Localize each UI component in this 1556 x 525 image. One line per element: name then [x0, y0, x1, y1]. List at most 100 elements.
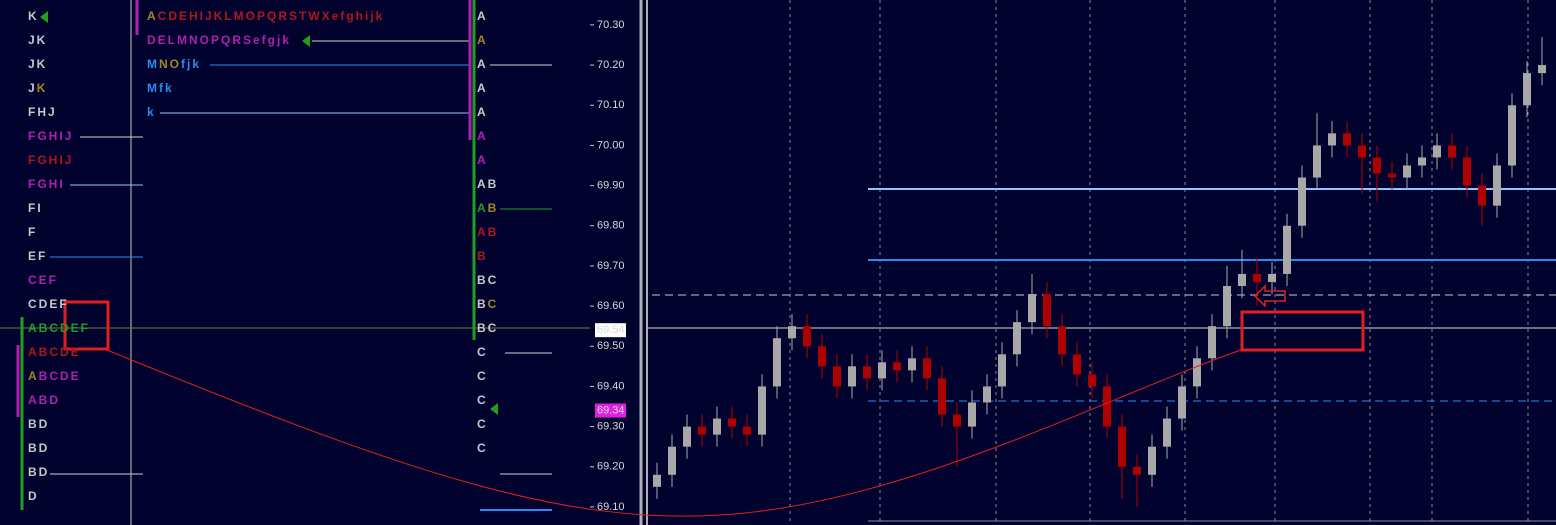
- price-label-box: [595, 323, 626, 338]
- candle-body: [863, 366, 871, 379]
- profile-letters: FHJ: [28, 105, 57, 119]
- profile-letters: A: [477, 9, 488, 23]
- profile-row: BD: [28, 441, 49, 455]
- profile-letters: JK: [28, 57, 47, 71]
- profile-letters: C: [477, 441, 488, 455]
- candle-body: [1073, 354, 1081, 375]
- profile-row: D: [28, 489, 39, 503]
- candle-body: [1298, 177, 1306, 226]
- profile-row: FGHIJ: [28, 129, 73, 143]
- profile-letters: C: [488, 297, 499, 311]
- tick-label: 70.00: [597, 139, 625, 151]
- profile-letters: NO: [159, 57, 181, 71]
- candle-body: [818, 346, 826, 367]
- profile-letters: A: [477, 153, 488, 167]
- candle-body: [1388, 173, 1396, 178]
- tick-label: 69.60: [597, 300, 625, 312]
- profile-row: Mfk: [147, 81, 174, 95]
- candle-body: [1418, 157, 1426, 166]
- profile-letters: F: [28, 225, 37, 239]
- candle-body: [1463, 157, 1471, 186]
- profile-letters: BC: [477, 321, 498, 335]
- profile-row: A: [477, 33, 488, 47]
- candle-body: [653, 474, 661, 487]
- profile-row: AB: [477, 177, 498, 191]
- profile-row: C: [477, 417, 488, 431]
- profile-row: FGHIJ: [28, 153, 73, 167]
- profile-letters: C: [477, 393, 488, 407]
- candle-body: [1343, 133, 1351, 146]
- profile-letters: ABD: [28, 393, 60, 407]
- tick-label: 70.30: [597, 19, 625, 31]
- candle-body: [968, 402, 976, 427]
- candle-body: [713, 418, 721, 435]
- profile-row: EF: [28, 249, 47, 263]
- profile-row: C: [477, 393, 488, 407]
- candle-body: [1493, 165, 1501, 206]
- profile-letters: B: [477, 297, 488, 311]
- candle-body: [1328, 133, 1336, 146]
- candle-body: [848, 366, 856, 387]
- candle-body: [938, 378, 946, 415]
- profile-row: JK: [28, 81, 47, 95]
- profile-letters: D: [28, 489, 39, 503]
- tick-label: 70.20: [597, 59, 625, 71]
- candle-body: [1148, 446, 1156, 475]
- profile-row: A: [477, 81, 488, 95]
- profile-row: JK: [28, 57, 47, 71]
- price-label: 69.34: [597, 404, 625, 416]
- candle-body: [683, 426, 691, 447]
- profile-row: AB: [477, 201, 498, 215]
- profile-letters: AB: [477, 225, 498, 239]
- profile-letters: A: [477, 105, 488, 119]
- profile-letters: A: [477, 81, 488, 95]
- candle-body: [788, 326, 796, 339]
- candle-body: [1268, 273, 1276, 282]
- profile-letters: C: [477, 369, 488, 383]
- tick-label: 70.10: [597, 99, 625, 111]
- profile-row: A: [477, 9, 488, 23]
- price-label: 69.54: [597, 324, 625, 336]
- price-label-box: [595, 403, 626, 418]
- profile-letters: DELMNOPQRSefgjk: [147, 33, 291, 47]
- profile-row: JK: [28, 33, 47, 47]
- candle-body: [1103, 386, 1111, 427]
- candle-body: [1013, 322, 1021, 355]
- profile-row: B: [477, 249, 488, 263]
- profile-letters: fjk: [181, 57, 201, 71]
- profile-row: BC: [477, 273, 498, 287]
- profile-row: CDEF: [28, 297, 69, 311]
- profile-letters: A: [28, 369, 39, 383]
- profile-letters: ABCDE: [28, 345, 81, 359]
- profile-row: k: [147, 105, 156, 119]
- candle-body: [1178, 386, 1186, 419]
- tick-label: 69.80: [597, 220, 625, 232]
- candle-body: [1163, 418, 1171, 447]
- profile-row: CEF: [28, 273, 58, 287]
- profile-letters: FGHIJ: [28, 129, 73, 143]
- tick-label: 69.20: [597, 461, 625, 473]
- candle-body: [1433, 145, 1441, 158]
- profile-row: DELMNOPQRSefgjk: [147, 33, 291, 47]
- profile-row: A: [477, 153, 488, 167]
- candle-body: [893, 362, 901, 371]
- profile-letters: C: [477, 345, 488, 359]
- candle-body: [698, 426, 706, 435]
- profile-row: ABCDE: [28, 369, 81, 383]
- tick-label: 69.40: [597, 380, 625, 392]
- candle-body: [1118, 426, 1126, 467]
- candle-body: [1478, 185, 1486, 206]
- candle-body: [1313, 145, 1321, 178]
- profile-row: ABD: [28, 393, 60, 407]
- profile-letters: FI: [28, 201, 43, 215]
- profile-row: A: [477, 129, 488, 143]
- candle-body: [923, 358, 931, 379]
- profile-letters: A: [147, 9, 158, 23]
- candle-body: [1238, 273, 1246, 286]
- candle-body: [1508, 105, 1516, 166]
- profile-letters: C: [477, 417, 488, 431]
- profile-letters: BD: [28, 465, 49, 479]
- profile-letters: K: [28, 9, 39, 23]
